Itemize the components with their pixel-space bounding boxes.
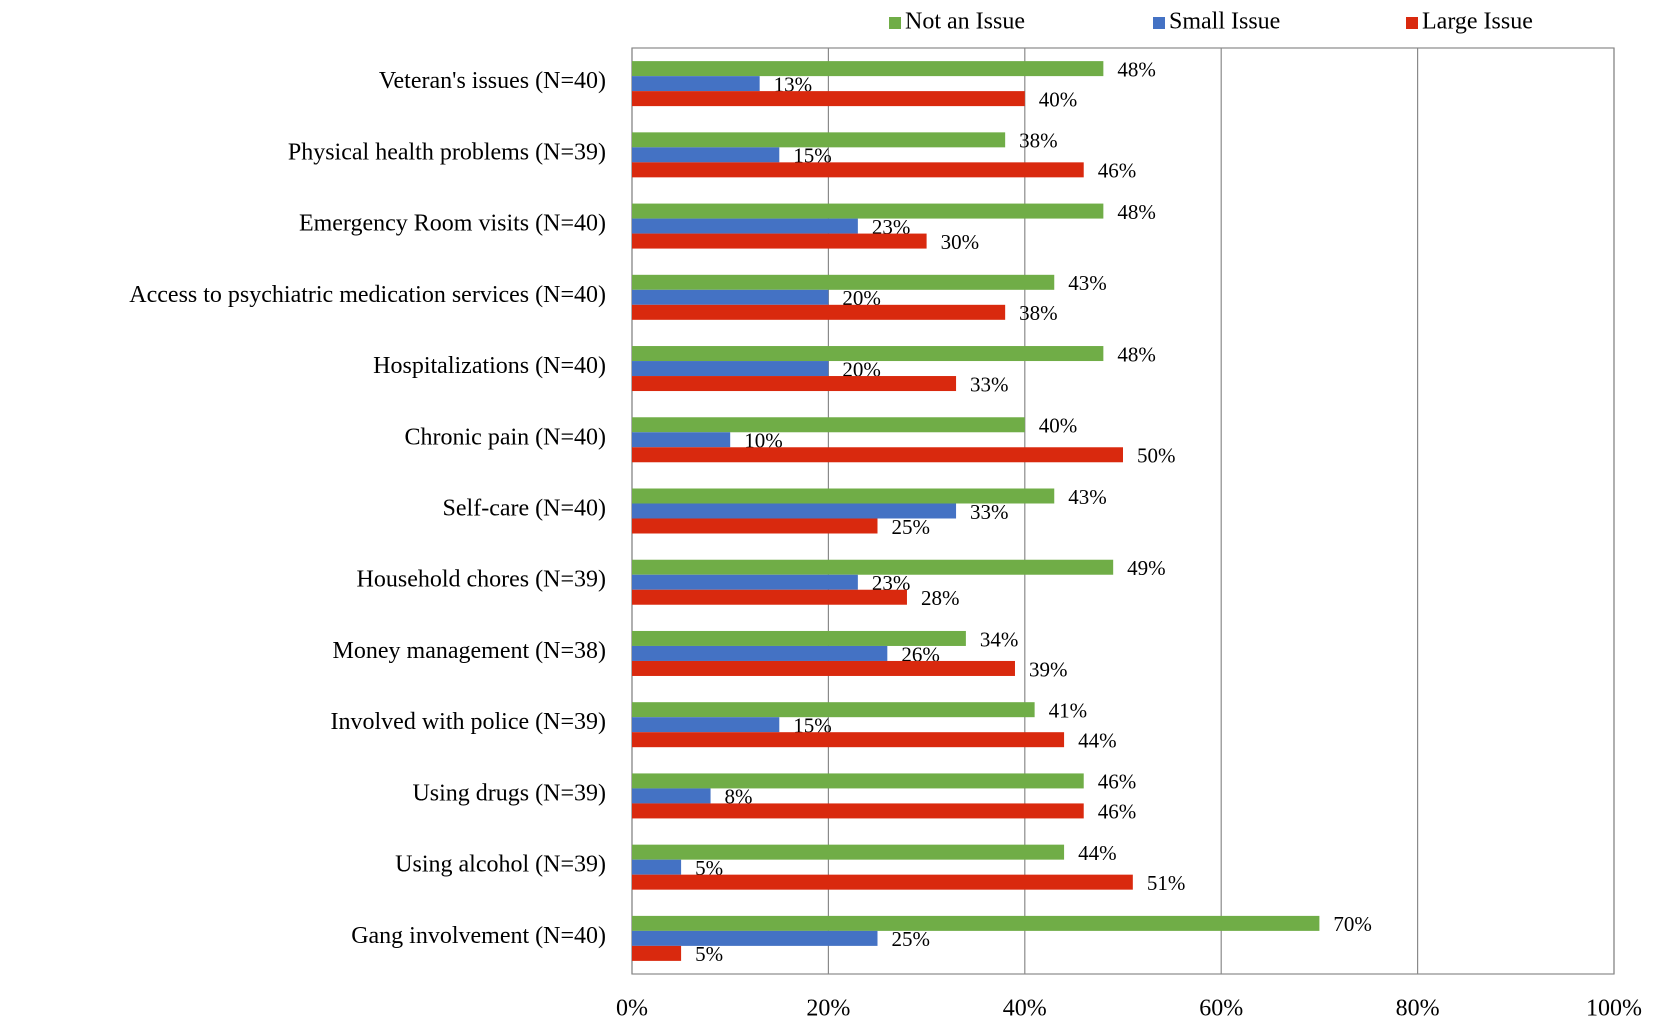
legend-swatch <box>1153 17 1165 29</box>
bar <box>632 574 858 590</box>
bar <box>632 346 1104 362</box>
bar <box>632 233 927 249</box>
value-label: 25% <box>892 515 931 539</box>
x-tick-label: 80% <box>1396 996 1440 1022</box>
bar <box>632 630 966 646</box>
value-label: 34% <box>980 627 1019 651</box>
bar <box>632 203 1104 219</box>
value-label: 33% <box>970 372 1009 396</box>
bar <box>632 91 1025 107</box>
bar <box>632 773 1084 789</box>
y-tick-label: Chronic pain (N=40) <box>405 424 607 450</box>
value-label: 40% <box>1039 87 1078 111</box>
value-label: 50% <box>1137 444 1176 468</box>
bar <box>632 61 1104 77</box>
y-tick-label: Access to psychiatric medication service… <box>129 282 606 308</box>
value-label: 43% <box>1068 485 1107 509</box>
bar <box>632 732 1065 748</box>
value-label: 51% <box>1147 871 1186 895</box>
value-label: 30% <box>941 230 980 254</box>
legend-label: Small Issue <box>1169 9 1280 35</box>
y-tick-label: Veteran's issues (N=40) <box>379 68 606 94</box>
y-tick-label: Household chores (N=39) <box>357 567 606 593</box>
value-label: 28% <box>921 586 960 610</box>
bar <box>632 304 1006 320</box>
value-label: 48% <box>1117 200 1156 224</box>
bar <box>632 874 1133 890</box>
value-label: 44% <box>1078 729 1117 753</box>
y-tick-label: Using drugs (N=39) <box>412 780 606 806</box>
y-tick-label: Money management (N=38) <box>333 638 606 664</box>
value-label: 46% <box>1098 770 1137 794</box>
bar <box>632 447 1123 463</box>
value-label: 41% <box>1049 699 1088 723</box>
bar <box>632 702 1035 718</box>
value-label: 40% <box>1039 414 1078 438</box>
legend-swatch <box>1406 17 1418 29</box>
bar <box>632 289 829 305</box>
bar <box>632 274 1055 290</box>
x-tick-label: 20% <box>806 996 850 1022</box>
value-label: 38% <box>1019 301 1057 325</box>
value-label: 25% <box>892 927 931 951</box>
y-tick-label: Hospitalizations (N=40) <box>373 353 606 379</box>
bar <box>632 717 780 733</box>
bar <box>632 503 957 519</box>
y-tick-label: Gang involvement (N=40) <box>351 923 606 949</box>
bar <box>632 218 858 234</box>
bar <box>632 162 1084 178</box>
x-tick-label: 40% <box>1003 996 1047 1022</box>
bar <box>632 76 760 92</box>
bar <box>632 660 1015 676</box>
bar <box>632 859 682 875</box>
x-tick-label: 0% <box>616 996 648 1022</box>
x-tick-label: 60% <box>1199 996 1243 1022</box>
bar <box>632 930 878 946</box>
bar <box>632 376 957 392</box>
y-tick-label: Self-care (N=40) <box>443 496 606 522</box>
bar <box>632 645 888 661</box>
bar <box>632 518 878 534</box>
bar <box>632 915 1320 931</box>
bar <box>632 589 907 605</box>
value-label: 46% <box>1098 800 1137 824</box>
y-tick-label: Using alcohol (N=39) <box>395 852 606 878</box>
value-label: 43% <box>1068 271 1107 295</box>
value-label: 5% <box>695 942 723 966</box>
legend-swatch <box>889 17 901 29</box>
y-tick-label: Physical health problems (N=39) <box>288 139 606 165</box>
bar <box>632 361 829 377</box>
y-tick-label: Involved with police (N=39) <box>331 709 606 735</box>
value-label: 33% <box>970 500 1009 524</box>
x-tick-label: 100% <box>1586 996 1642 1022</box>
bar <box>632 432 731 448</box>
bar <box>632 488 1055 504</box>
value-label: 44% <box>1078 841 1117 865</box>
value-label: 48% <box>1117 342 1156 366</box>
bar <box>632 132 1006 148</box>
value-label: 48% <box>1117 57 1156 81</box>
bar <box>632 945 682 961</box>
bar <box>632 147 780 163</box>
value-label: 49% <box>1127 556 1166 580</box>
bar <box>632 803 1084 819</box>
legend-label: Not an Issue <box>905 9 1025 35</box>
value-label: 46% <box>1098 159 1137 183</box>
bar <box>632 559 1114 575</box>
value-label: 38% <box>1019 129 1057 153</box>
bar <box>632 844 1065 860</box>
legend-label: Large Issue <box>1422 9 1533 35</box>
value-label: 70% <box>1333 912 1372 936</box>
y-tick-label: Emergency Room visits (N=40) <box>299 211 606 237</box>
value-label: 39% <box>1029 657 1068 681</box>
bar <box>632 788 711 804</box>
bar <box>632 417 1025 433</box>
